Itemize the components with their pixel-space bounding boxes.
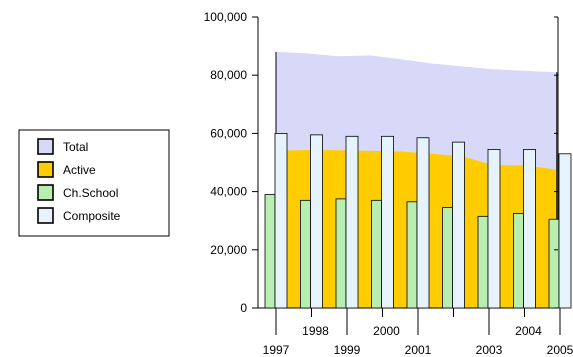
y-tick-layer: 0 20,000 40,000 60,000 80,000 100,000: [204, 10, 558, 315]
x-tick-label: 2001: [405, 343, 432, 357]
bar-composite: [416, 137, 430, 309]
x-tick-label: 1999: [334, 343, 361, 357]
legend-label-composite: Composite: [63, 209, 121, 223]
bar-ch-school: [442, 207, 453, 309]
bar-composite: [274, 132, 288, 309]
x-tick-label: 1998: [302, 324, 329, 338]
y-tick-label: 60,000: [210, 126, 247, 140]
bar-ch-school: [300, 199, 311, 309]
x-tick-layer: 199719981999200020012003200420052006: [263, 308, 573, 357]
bar-ch-school: [371, 199, 382, 309]
legend-swatch-composite: [37, 207, 54, 224]
y-tick-label: 80,000: [210, 68, 247, 82]
bar-ch-school: [406, 201, 418, 309]
legend: Total Active Ch.School Composite: [18, 129, 170, 237]
legend-label-active: Active: [63, 163, 96, 177]
bar-ch-school: [264, 194, 276, 309]
bar-composite: [487, 149, 501, 309]
bar-ch-school: [548, 218, 560, 309]
bar-composite: [558, 153, 572, 309]
legend-swatch-ch-school: [37, 184, 54, 201]
x-tick-label: 2004: [515, 324, 542, 338]
legend-swatch-total: [37, 138, 54, 155]
bar-composite: [523, 149, 536, 309]
legend-label-total: Total: [63, 140, 88, 154]
x-tick-label: 2000: [373, 324, 400, 338]
x-tick-label: 2003: [476, 343, 503, 357]
y-tick-label: 40,000: [210, 185, 247, 199]
legend-label-ch-school: Ch.School: [63, 186, 118, 200]
bar-ch-school: [335, 198, 347, 309]
y-tick-label: 20,000: [210, 243, 247, 257]
bar-composite: [345, 135, 359, 309]
bar-composite: [381, 135, 394, 309]
legend-swatch-active: [37, 161, 54, 178]
bar-ch-school: [477, 215, 489, 309]
y-tick-label: 0: [240, 301, 247, 315]
bar-layer: [264, 132, 572, 309]
bar-composite: [310, 134, 323, 309]
bar-ch-school: [513, 213, 524, 309]
y-tick-label: 100,000: [204, 10, 248, 24]
x-tick-label: 2005: [547, 343, 573, 357]
bar-composite: [452, 141, 465, 309]
x-tick-label: 1997: [263, 343, 290, 357]
